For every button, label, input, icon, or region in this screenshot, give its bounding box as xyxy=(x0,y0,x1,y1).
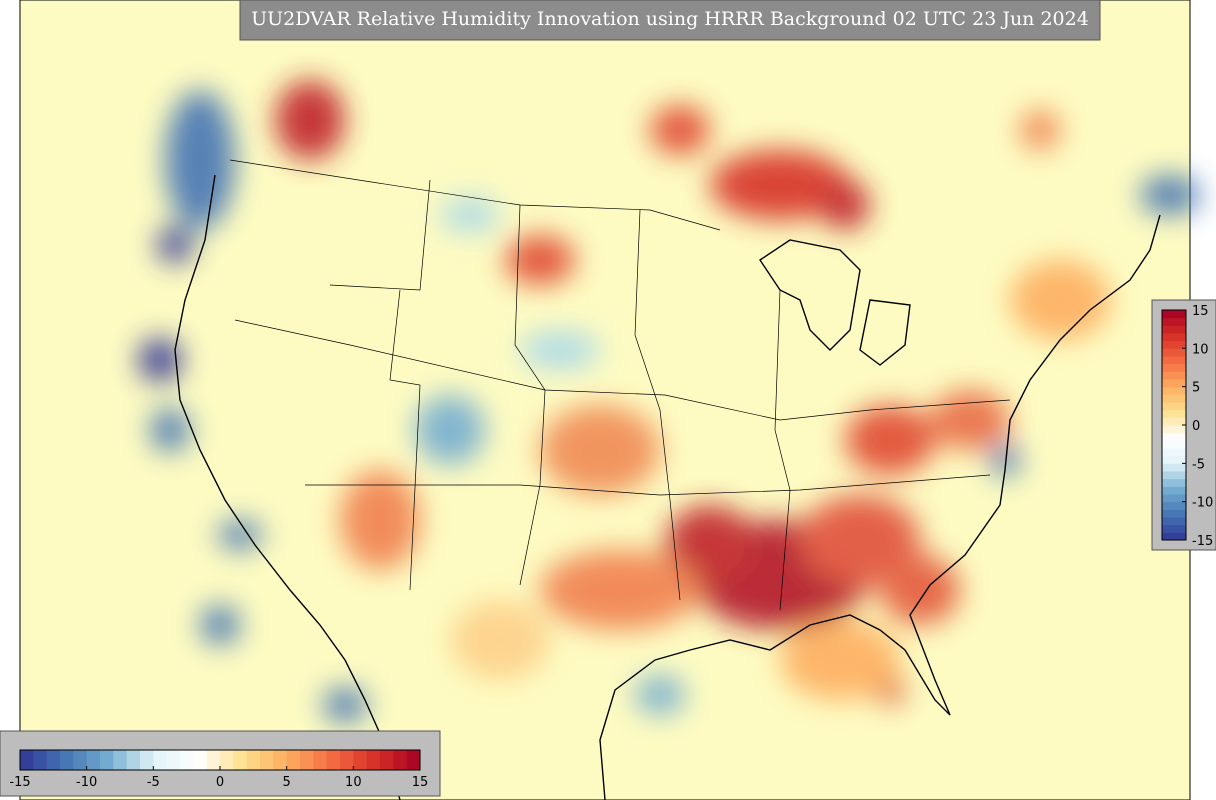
colorbar-swatch xyxy=(326,750,341,770)
colorbar-swatch xyxy=(73,750,88,770)
colorbar-tick-label: -5 xyxy=(1192,457,1205,472)
colorbar-swatch xyxy=(60,750,74,770)
colorbar-swatch xyxy=(166,750,181,770)
colorbar-swatch xyxy=(126,750,141,770)
colorbar-swatch xyxy=(406,750,421,770)
colorbar-tick-label: 10 xyxy=(345,775,362,790)
innovation-field xyxy=(138,80,1200,723)
colorbar-swatch xyxy=(1162,371,1186,380)
colorbar-swatch xyxy=(286,750,301,770)
colorbar-tick-label: 15 xyxy=(1192,304,1209,319)
colorbar-tick-label: 0 xyxy=(216,775,224,790)
colorbar-swatch xyxy=(1162,494,1186,503)
colorbar-swatch xyxy=(113,750,128,770)
colorbar-swatch xyxy=(1162,440,1186,449)
colorbar-tick-label: 10 xyxy=(1192,342,1209,357)
colorbar-swatch xyxy=(1162,455,1186,464)
title-box: UU2DVAR Relative Humidity Innovation usi… xyxy=(239,0,1101,41)
colorbar-swatch xyxy=(1162,402,1186,411)
colorbar-tick-label: -5 xyxy=(147,775,160,790)
colorbar-horizontal: -15 -10 -5 0 5 10 15 xyxy=(0,730,441,797)
colorbar-swatch xyxy=(233,750,248,770)
colorbar-swatch xyxy=(260,750,274,770)
colorbar-swatch xyxy=(1162,501,1186,510)
colorbar-swatch xyxy=(1162,363,1186,372)
colorbar-swatch xyxy=(1162,317,1186,326)
colorbar-swatch xyxy=(1162,325,1186,334)
colorbar-swatch xyxy=(1162,394,1186,403)
colorbar-swatch xyxy=(393,750,408,770)
colorbar-swatch xyxy=(273,750,288,770)
colorbar-swatch xyxy=(380,750,394,770)
colorbar-swatch xyxy=(1162,386,1186,395)
colorbar-swatch xyxy=(140,750,154,770)
colorbar-swatch xyxy=(33,750,48,770)
coastlines xyxy=(174,174,1161,800)
colorbar-swatch xyxy=(1162,471,1186,480)
colorbar-tick-label: 5 xyxy=(1192,381,1200,396)
colorbar-swatch xyxy=(220,750,234,770)
colorbar-swatch xyxy=(20,750,34,770)
colorbar-swatch xyxy=(1162,379,1186,388)
colorbar-swatch xyxy=(1162,409,1186,418)
colorbar-tick-label: -15 xyxy=(1192,534,1213,549)
colorbar-swatch xyxy=(313,750,328,770)
colorbar-swatch xyxy=(193,750,208,770)
state-borders xyxy=(229,159,1011,611)
colorbar-swatch xyxy=(153,750,168,770)
colorbar-tick-label: -15 xyxy=(9,775,30,790)
colorbar-swatch xyxy=(300,750,314,770)
colorbar-swatch xyxy=(366,750,381,770)
colorbar-swatch xyxy=(86,750,101,770)
colorbar-swatch xyxy=(340,750,354,770)
colorbar-swatch xyxy=(1162,448,1186,457)
colorbar-swatch xyxy=(1162,417,1186,426)
colorbar-tick-label: -10 xyxy=(76,775,97,790)
colorbar-swatch xyxy=(1162,310,1186,319)
colorbar-swatch xyxy=(1162,340,1186,349)
colorbar-swatch xyxy=(1162,333,1186,342)
colorbar-tick-label: -10 xyxy=(1192,496,1213,511)
colorbar-swatch xyxy=(1162,348,1186,357)
colorbar-swatch xyxy=(246,750,261,770)
colorbar-swatch xyxy=(1162,524,1186,533)
colorbar-swatch xyxy=(1162,356,1186,365)
colorbar-swatch xyxy=(180,750,194,770)
colorbar-swatch xyxy=(353,750,368,770)
colorbar-swatch xyxy=(1162,486,1186,495)
colorbar-swatch xyxy=(46,750,61,770)
colorbar-tick-label: 15 xyxy=(412,775,429,790)
map-area xyxy=(19,0,1200,800)
map-title: UU2DVAR Relative Humidity Innovation usi… xyxy=(251,8,1089,30)
colorbar-swatch xyxy=(206,750,221,770)
colorbar-swatch xyxy=(1162,463,1186,472)
title-background xyxy=(239,0,1101,41)
colorbar-tick-label: 5 xyxy=(283,775,291,790)
colorbar-swatch xyxy=(1162,509,1186,518)
colorbar-swatch xyxy=(1162,432,1186,441)
colorbar-swatch xyxy=(100,750,114,770)
colorbar-swatch xyxy=(1162,517,1186,526)
colorbar-tick-label: 0 xyxy=(1192,419,1200,434)
colorbar-swatch xyxy=(1162,532,1186,541)
colorbar-swatch xyxy=(1162,425,1186,434)
colorbar-vertical: -15 -10 -5 0 5 10 15 xyxy=(1151,299,1216,551)
colorbar-swatch xyxy=(1162,478,1186,487)
